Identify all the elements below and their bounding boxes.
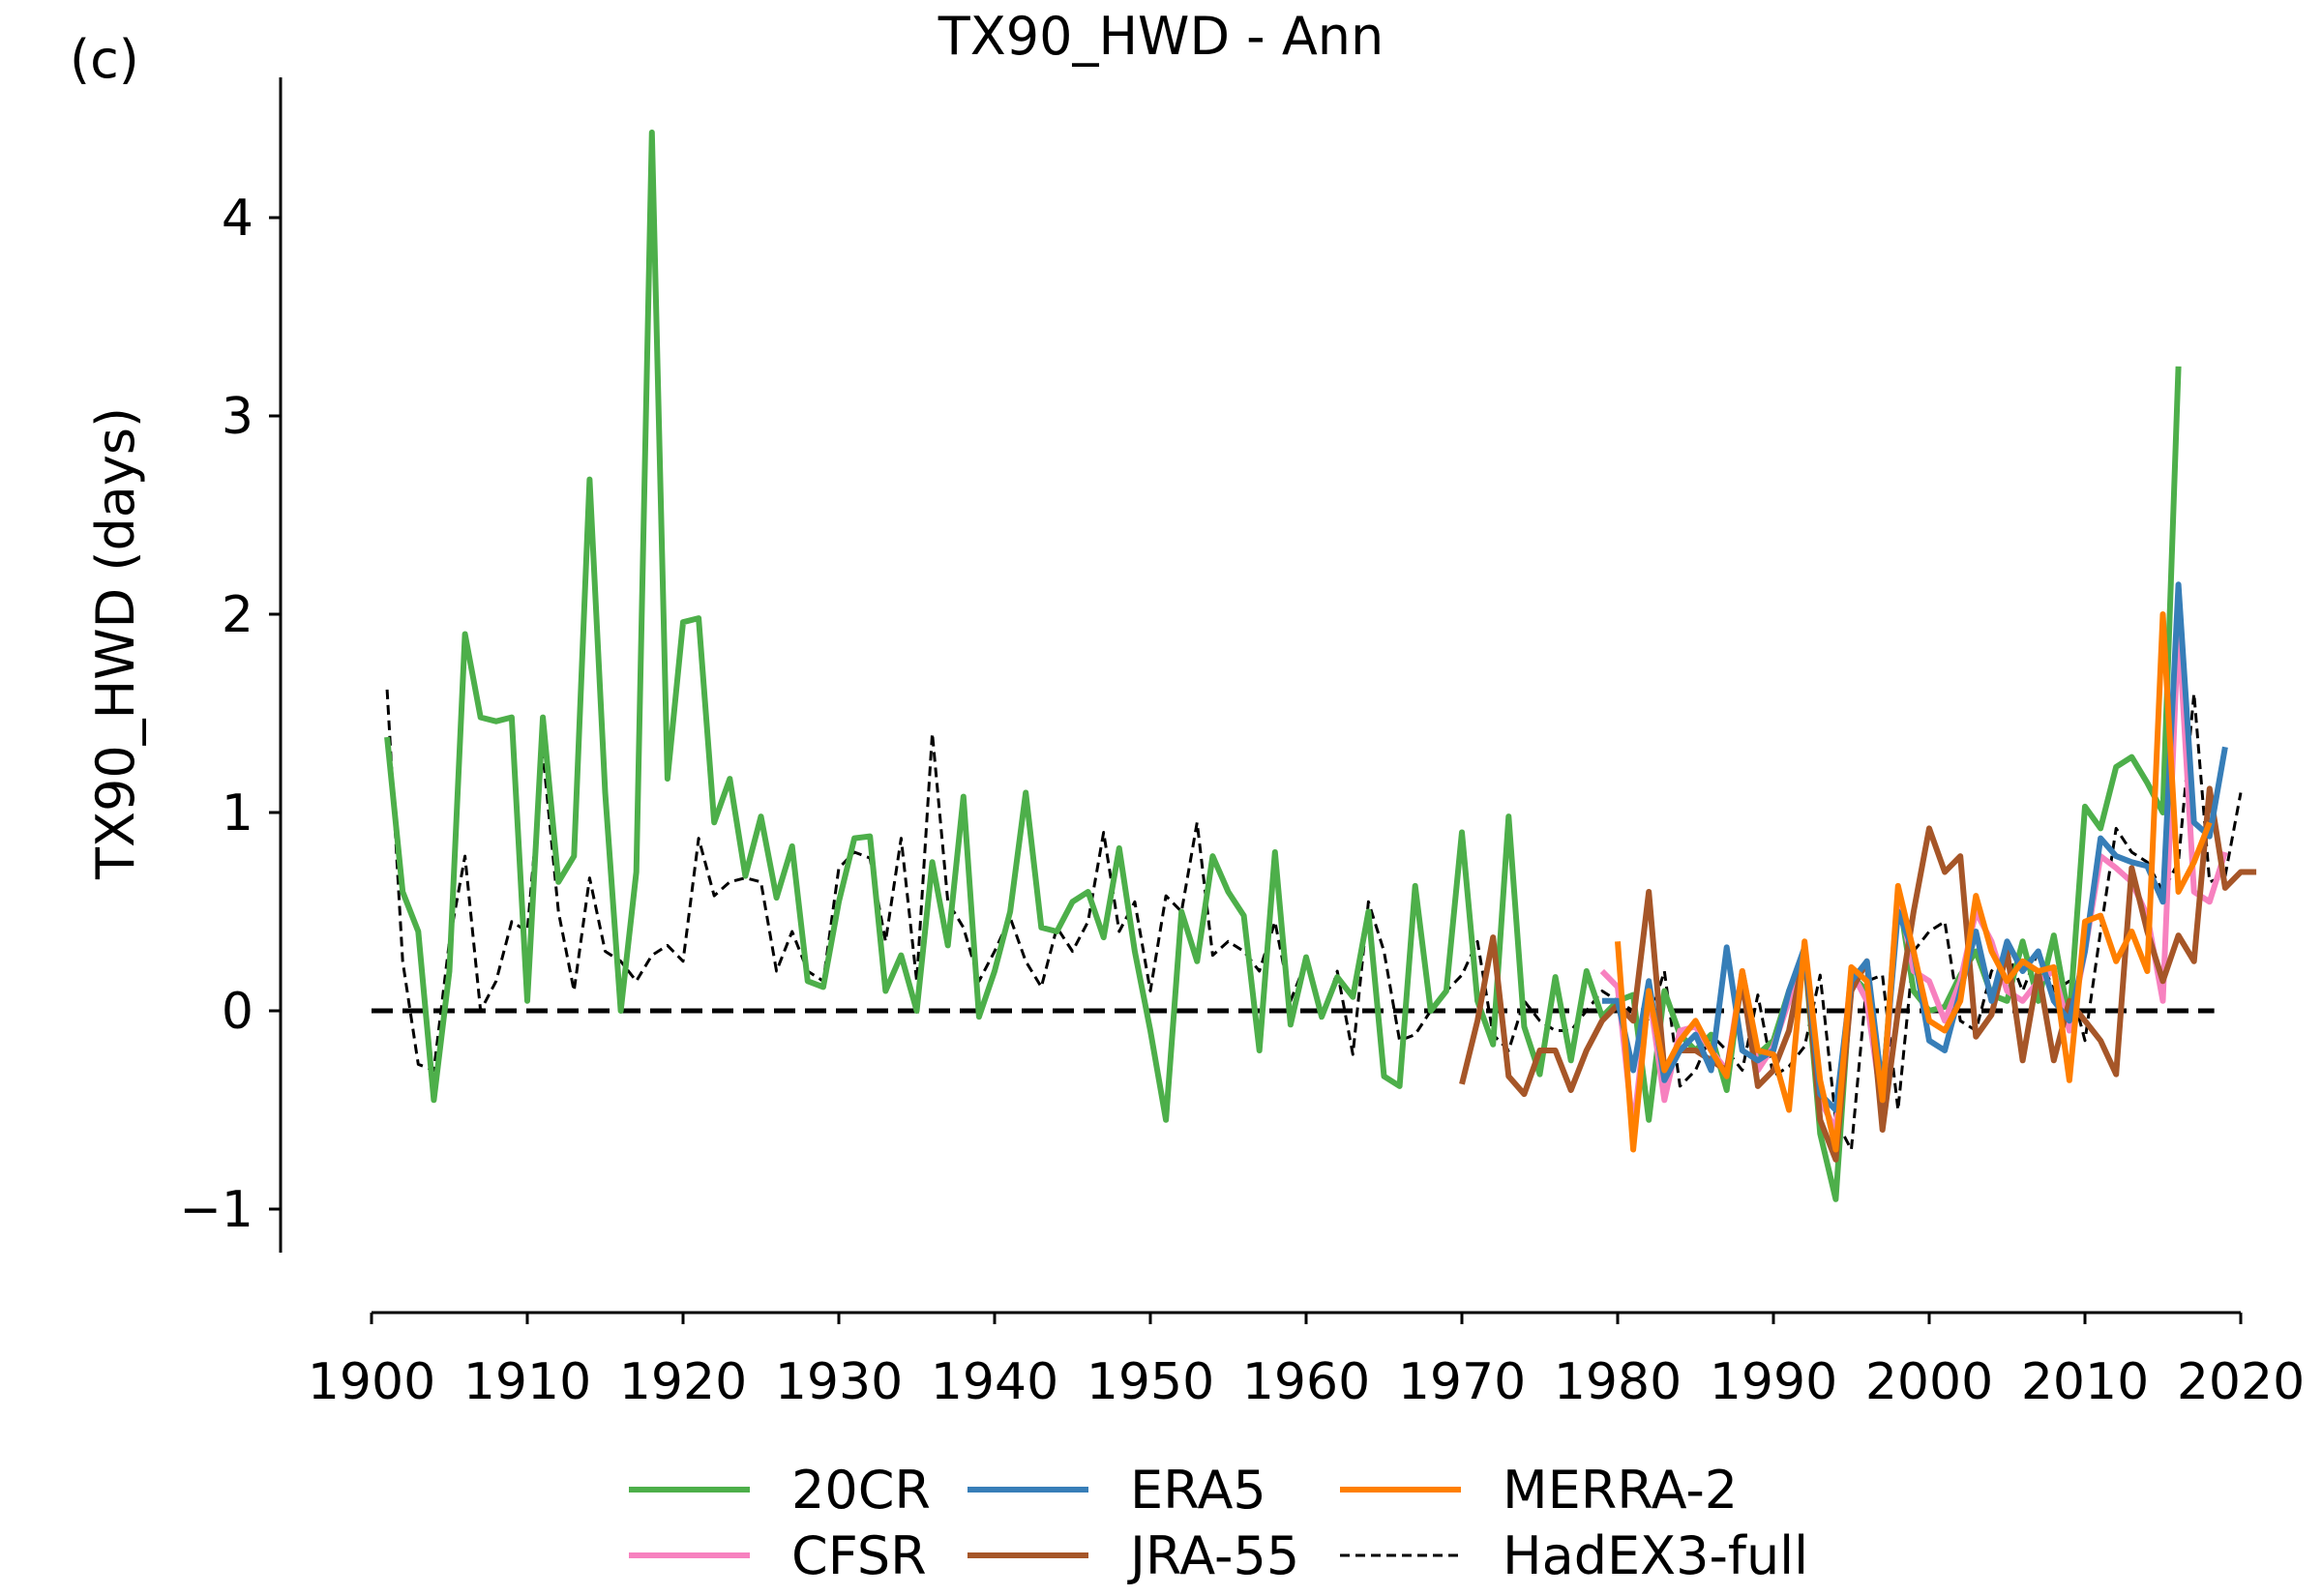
x-tick-label: 1920	[619, 1353, 747, 1411]
y-tick-label: 2	[222, 586, 253, 644]
legend-label: 20CR	[791, 1460, 931, 1521]
legend-label: HadEX3-full	[1503, 1525, 1808, 1586]
x-tick-label: 1900	[308, 1353, 435, 1411]
series-line-merra-2	[1615, 611, 2213, 1153]
x-tick-label: 1990	[1710, 1353, 1837, 1411]
x-ticks: 1900 1910 1920 1930 1940 1950 1960 1970 1980 1990…	[308, 1313, 2305, 1411]
legend-label: CFSR	[791, 1525, 927, 1586]
legend-label: ERA5	[1130, 1460, 1266, 1521]
series-line-hadex3-full	[385, 689, 2243, 1151]
y-tick-label: 0	[222, 983, 253, 1041]
x-tick-label: 2020	[2177, 1353, 2305, 1411]
x-tick-label: 2010	[2021, 1353, 2149, 1411]
x-tick-label: 1960	[1242, 1353, 1370, 1411]
legend-label: JRA-55	[1127, 1525, 1299, 1586]
x-tick-label: 1980	[1554, 1353, 1682, 1411]
y-tick-label: −1	[179, 1181, 253, 1239]
x-tick-label: 1950	[1087, 1353, 1214, 1411]
y-axis-label: TX90_HWD (days)	[85, 407, 146, 880]
legend-label: MERRA-2	[1503, 1460, 1738, 1521]
y-tick-label: 4	[222, 190, 253, 248]
x-tick-label: 1910	[463, 1353, 591, 1411]
x-tick-label: 1930	[775, 1353, 903, 1411]
x-tick-label: 1970	[1398, 1353, 1526, 1411]
x-tick-label: 1940	[931, 1353, 1058, 1411]
y-ticks: −1 0 1 2 3 4	[179, 190, 281, 1239]
y-tick-label: 1	[222, 784, 253, 842]
series-line-20cr	[384, 129, 2182, 1202]
plot-area	[372, 129, 2257, 1202]
chart-title: TX90_HWD - Ann	[938, 6, 1384, 67]
x-tick-label: 2000	[1865, 1353, 1993, 1411]
panel-label: (c)	[70, 29, 139, 90]
y-tick-label: 3	[222, 388, 253, 446]
